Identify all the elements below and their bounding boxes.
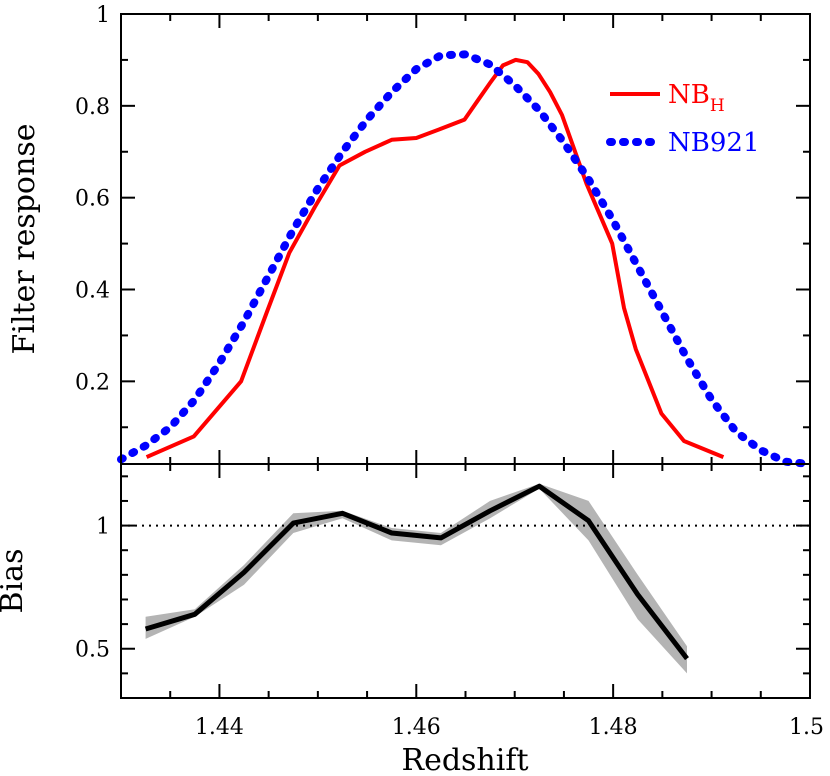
top-y-tick-label: 0.4 — [75, 279, 110, 304]
bottom-y-tick-label: 0.5 — [75, 638, 110, 663]
bias-series-line — [144, 483, 689, 661]
top-y-tick-label: 0.6 — [75, 187, 110, 212]
top-y-tick-label: 0.8 — [75, 95, 110, 120]
legend-nb921-label: NB921 — [668, 128, 759, 158]
x-tick-label: 1.46 — [392, 715, 441, 740]
top-y-axis-title: Filter response — [7, 124, 42, 355]
x-tick-label: 1.44 — [195, 715, 244, 740]
top-y-tick-label: 0.2 — [75, 370, 110, 395]
bias-panel: 0.5 1 1.44 1.46 1.48 1.5 Bias Redshift — [0, 463, 824, 776]
bottom-panel-frame — [120, 463, 811, 699]
filter-response-panel: 0.2 0.4 0.6 0.8 1 NBH NB921 Filter response — [7, 3, 814, 468]
x-tick-label: 1.5 — [789, 715, 824, 740]
x-axis-title: Redshift — [401, 743, 528, 776]
bottom-y-axis-title: Bias — [0, 549, 30, 614]
x-tick-label: 1.48 — [589, 715, 638, 740]
legend-nbh-label: NBH — [668, 80, 725, 116]
nbh-series-line — [145, 57, 725, 459]
nb921-series-line — [117, 50, 814, 468]
bias-uncertainty-band — [145, 483, 688, 674]
top-y-tick-label: 1 — [96, 3, 110, 28]
bottom-y-tick-label: 1 — [96, 515, 110, 540]
legend: NBH NB921 — [606, 80, 759, 158]
